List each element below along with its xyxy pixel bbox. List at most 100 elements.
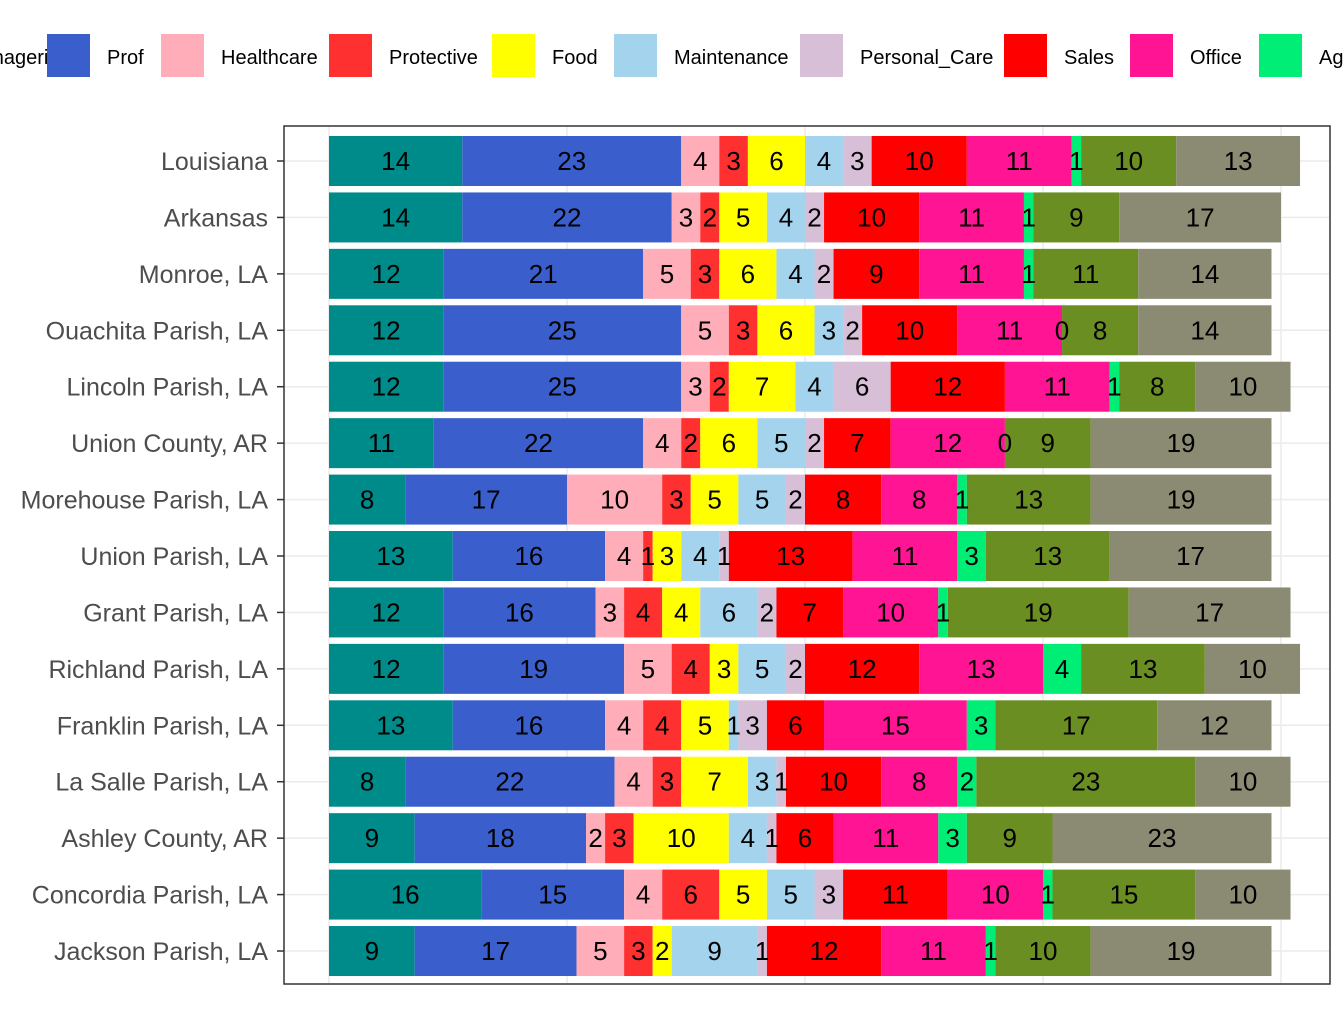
data-label: 10 [667, 823, 696, 853]
data-label: 1 [955, 485, 969, 515]
data-label: 22 [524, 428, 553, 458]
data-label: 19 [1167, 936, 1196, 966]
bar-segment [405, 474, 567, 525]
bar-segment [671, 926, 758, 977]
data-label: 6 [722, 597, 736, 627]
data-label: 14 [381, 146, 410, 176]
data-label: 1 [774, 767, 788, 797]
bar-segment [329, 643, 444, 694]
data-label: 4 [636, 880, 650, 910]
y-tick-label: Jackson Parish, LA [54, 938, 268, 966]
data-label: 23 [557, 146, 586, 176]
data-label: 10 [876, 597, 905, 627]
data-label: 22 [495, 767, 524, 797]
bar-segment [728, 700, 739, 751]
data-label: 4 [788, 259, 802, 289]
bar-row: 14 23 4 3 6 4 3 10 11 1 10 13 [329, 136, 1301, 186]
data-label: 2 [588, 823, 602, 853]
bar-segment [957, 756, 977, 807]
bar-segment [605, 813, 634, 864]
data-label: 3 [669, 485, 683, 515]
data-label: 5 [736, 202, 750, 232]
legend-label: Protective [389, 47, 478, 69]
legend-label: Personal_Care [860, 47, 993, 69]
data-label: 12 [372, 597, 401, 627]
bar-segment [1004, 361, 1110, 412]
bar-segment [843, 136, 872, 186]
bar-segment [329, 531, 453, 582]
data-label: 11 [958, 259, 985, 289]
bar-segment [681, 305, 729, 356]
bar-segment [605, 531, 644, 582]
bar-segment [405, 756, 615, 807]
data-label: 7 [755, 372, 769, 402]
bar-segment [766, 813, 777, 864]
data-label: 2 [788, 485, 802, 515]
bar-segment [709, 361, 729, 412]
data-label: 19 [1167, 428, 1196, 458]
bar-segment [1157, 700, 1272, 751]
data-label: 3 [717, 654, 731, 684]
data-label: 10 [819, 767, 848, 797]
data-label: 3 [612, 823, 626, 853]
bar-segment [805, 643, 920, 694]
data-label: 11 [958, 202, 985, 232]
bar-row: 14 22 3 2 5 4 2 10 11 1 9 17 [329, 192, 1281, 243]
data-label: 10 [895, 315, 924, 345]
bar-segment [747, 756, 777, 807]
data-label: 4 [817, 146, 831, 176]
bar-segment [452, 700, 606, 751]
bar-segment [776, 587, 844, 638]
bar-segment [919, 248, 1024, 299]
bar-segment [329, 136, 463, 186]
data-label: 6 [741, 259, 755, 289]
data-label: 2 [960, 767, 974, 797]
data-label: 3 [726, 146, 740, 176]
bar-segment [329, 361, 444, 412]
bar-segment [1081, 643, 1205, 694]
data-label: 7 [707, 767, 721, 797]
bar-segment [652, 531, 682, 582]
data-label: 11 [891, 541, 918, 571]
data-label: 10 [1228, 880, 1257, 910]
bar-segment [966, 700, 996, 751]
data-label: 5 [755, 485, 769, 515]
y-tick-label: Morehouse Parish, LA [21, 487, 269, 515]
data-label: 2 [655, 936, 669, 966]
bar-segment [805, 136, 844, 186]
data-label: 4 [684, 654, 698, 684]
bar-segment [1043, 643, 1082, 694]
data-label: 4 [1055, 654, 1069, 684]
bar-row: 13 16 4 4 5 1 3 6 15 3 17 12 [329, 700, 1272, 751]
bar-row: 12 19 5 4 3 5 2 12 13 4 13 10 [329, 643, 1301, 694]
bar-segment [329, 418, 434, 469]
bar-segment [1090, 926, 1272, 977]
data-label: 1 [983, 936, 997, 966]
data-label: 1 [641, 541, 655, 571]
bar-segment [414, 813, 587, 864]
bar-segment [329, 756, 406, 807]
bar-segment [433, 418, 644, 469]
data-label: 23 [1071, 767, 1100, 797]
bar-segment [329, 305, 444, 356]
data-label: 10 [600, 485, 629, 515]
data-label: 10 [857, 202, 886, 232]
data-label: 9 [1041, 428, 1055, 458]
data-label: 11 [920, 936, 947, 966]
bar-segment [995, 700, 1158, 751]
data-label: 10 [1029, 936, 1058, 966]
data-label: 3 [964, 541, 978, 571]
legend-label: Ag [1319, 47, 1343, 69]
bar-segment [871, 136, 967, 186]
bar-segment [643, 418, 682, 469]
data-label: 3 [631, 936, 645, 966]
data-label: 5 [755, 654, 769, 684]
bar-segment [824, 700, 967, 751]
data-label: 8 [360, 767, 374, 797]
data-label: 6 [788, 710, 802, 740]
y-tick-label: Monroe, LA [139, 261, 269, 289]
y-tick-label: La Salle Parish, LA [55, 769, 268, 797]
data-label: 6 [798, 823, 812, 853]
data-label: 10 [1238, 654, 1267, 684]
